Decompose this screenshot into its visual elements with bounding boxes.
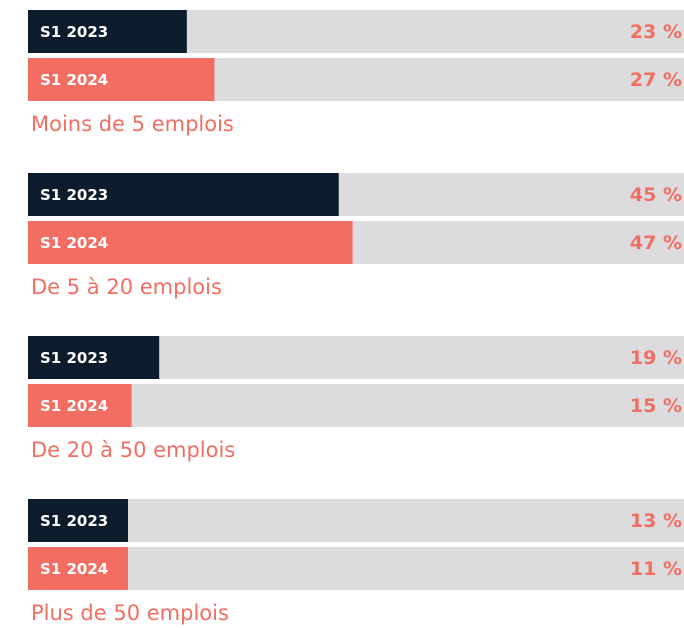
value-label: 13 % — [630, 510, 682, 532]
value-label: 47 % — [630, 232, 682, 254]
category-label: Moins de 5 emplois — [31, 112, 234, 136]
value-label: 23 % — [630, 21, 682, 43]
category-label: De 5 à 20 emplois — [31, 275, 222, 299]
bar-track — [28, 384, 684, 427]
value-label: 11 % — [630, 558, 682, 580]
series-label: S1 2023 — [40, 349, 108, 367]
bar-track — [28, 499, 684, 542]
series-label: S1 2024 — [40, 71, 108, 89]
bar — [28, 384, 132, 427]
bar — [28, 499, 128, 542]
series-label: S1 2024 — [40, 560, 108, 578]
bar — [28, 58, 215, 101]
value-label: 27 % — [630, 69, 682, 91]
value-label: 19 % — [630, 347, 682, 369]
series-label: S1 2023 — [40, 23, 108, 41]
series-label: S1 2024 — [40, 234, 108, 252]
bar — [28, 547, 128, 590]
bar — [28, 221, 353, 264]
category-label: Plus de 50 emplois — [31, 601, 229, 625]
series-label: S1 2024 — [40, 397, 108, 415]
category-label: De 20 à 50 emplois — [31, 438, 235, 462]
bar — [28, 336, 160, 379]
value-label: 45 % — [630, 184, 682, 206]
series-label: S1 2023 — [40, 512, 108, 530]
bar — [28, 173, 339, 216]
bar — [28, 10, 187, 53]
series-label: S1 2023 — [40, 186, 108, 204]
bar-track — [28, 547, 684, 590]
value-label: 15 % — [630, 395, 682, 417]
